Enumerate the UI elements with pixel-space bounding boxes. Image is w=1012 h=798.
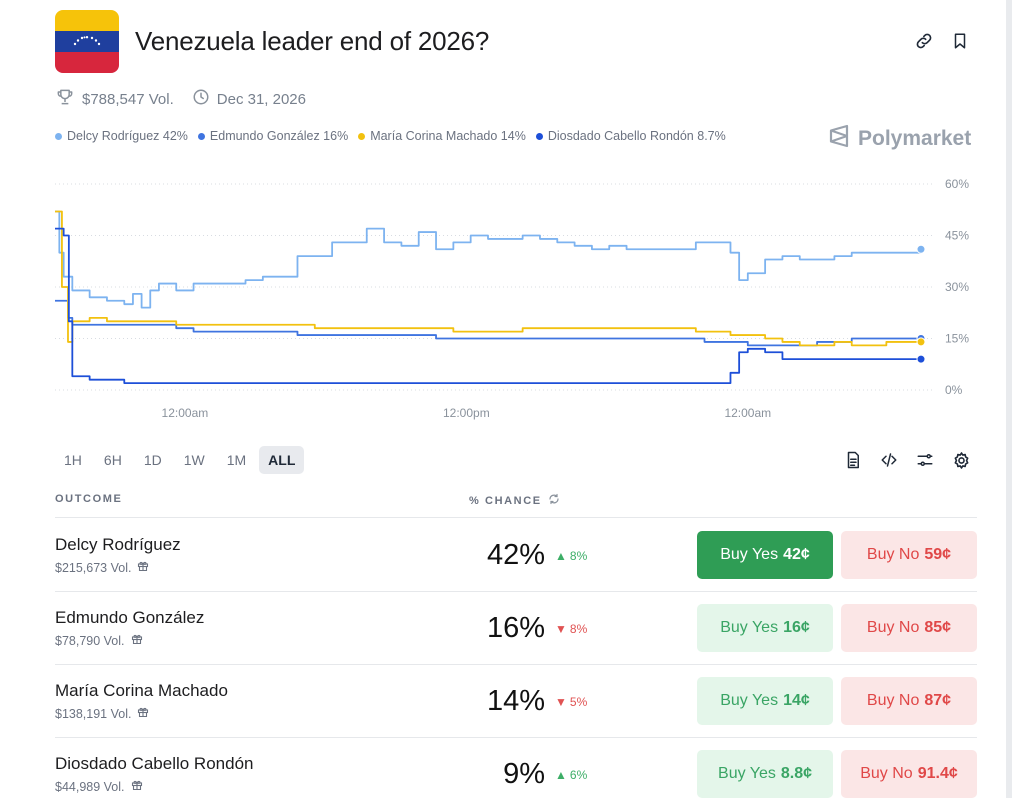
y-tick-label: 0% <box>945 383 963 397</box>
legend-dot <box>535 132 543 140</box>
buy-yes-button[interactable]: Buy Yes 14¢ <box>697 677 833 725</box>
chart-legend: Delcy Rodríguez 42% Edmundo González 16%… <box>55 129 726 143</box>
outcome-volume: $44,989 Vol. <box>55 779 143 794</box>
market-meta: $788,547 Vol. Dec 31, 2026 <box>55 88 316 110</box>
outcome-volume: $78,790 Vol. <box>55 633 143 648</box>
triangle-up-icon: ▲ <box>555 768 567 782</box>
series-line-2 <box>55 299 921 347</box>
outcome-name: María Corina Machado <box>55 681 228 700</box>
range-1m-button[interactable]: 1M <box>226 452 247 468</box>
page-scroll-edge[interactable] <box>1006 0 1012 798</box>
outcome-chance: 14% <box>486 685 545 717</box>
series-end-point-4 <box>916 354 926 364</box>
legend-entry: Diosdado Cabello Rondón 8.7% <box>535 129 726 143</box>
outcome-column-header: OUTCOME <box>55 493 123 505</box>
buy-no-button[interactable]: Buy No 87¢ <box>841 677 977 725</box>
triangle-up-icon: ▲ <box>555 549 567 563</box>
x-tick-label: 12:00am <box>724 406 771 420</box>
outcome-chance: 16% <box>486 612 545 644</box>
price-chart[interactable]: 60% 45% 30% 15% 0% 12:00am 12:00pm 12:00am <box>55 172 985 422</box>
series-line-3 <box>55 210 921 347</box>
outcome-row: Edmundo González $78,790 Vol. 16% ▼ 8% Bu… <box>55 592 977 665</box>
link-icon[interactable] <box>913 30 935 52</box>
buy-yes-button[interactable]: Buy Yes 42¢ <box>697 531 833 579</box>
trophy-icon <box>55 87 75 111</box>
polymarket-icon <box>828 124 850 154</box>
outcome-name: Diosdado Cabello Rondón <box>55 754 254 773</box>
market-end-date: Dec 31, 2026 <box>216 90 306 108</box>
legend-entry: María Corina Machado 14% <box>358 129 526 143</box>
chance-change: ▼ 8% <box>555 622 588 636</box>
y-tick-label: 30% <box>945 280 969 294</box>
outcome-row: Delcy Rodríguez $215,673 Vol. 42% ▲ 8% Bu… <box>55 519 977 592</box>
x-tick-label: 12:00pm <box>443 406 490 420</box>
market-volume: $788,547 Vol. <box>82 90 174 108</box>
legend-entry: Edmundo González 16% <box>197 129 348 143</box>
x-tick-label: 12:00am <box>162 406 209 420</box>
range-1d-button[interactable]: 1D <box>143 452 162 468</box>
buy-no-button[interactable]: Buy No 85¢ <box>841 604 977 652</box>
gift-icon[interactable] <box>137 706 149 721</box>
legend-dot <box>358 132 366 140</box>
outcome-row: Diosdado Cabello Rondón $44,989 Vol. 9% … <box>55 738 977 798</box>
embed-code-icon[interactable] <box>878 449 900 471</box>
range-1h-button[interactable]: 1H <box>64 452 82 468</box>
buy-no-button[interactable]: Buy No 59¢ <box>841 531 977 579</box>
chance-change: ▲ 8% <box>555 549 588 563</box>
y-tick-label: 45% <box>945 229 969 243</box>
outcome-table-header: OUTCOME % CHANCE <box>55 492 977 518</box>
gear-icon[interactable] <box>950 449 972 471</box>
legend-entry: Delcy Rodríguez 42% <box>55 129 188 143</box>
triangle-down-icon: ▼ <box>555 622 567 636</box>
gift-icon[interactable] <box>137 560 149 575</box>
outcome-volume: $138,191 Vol. <box>55 706 149 721</box>
series-line-4 <box>55 227 921 385</box>
chance-column-header: % CHANCE <box>469 493 560 508</box>
chance-change: ▼ 5% <box>555 695 588 709</box>
y-tick-label: 60% <box>945 177 969 191</box>
outcome-row: María Corina Machado $138,191 Vol. 14% ▼… <box>55 665 977 738</box>
buy-yes-button[interactable]: Buy Yes 8.8¢ <box>697 750 833 798</box>
y-tick-label: 15% <box>945 332 969 346</box>
outcome-chance: 42% <box>486 539 545 571</box>
clock-icon <box>192 88 210 110</box>
legend-dot <box>55 132 62 140</box>
series-end-point-3 <box>916 337 926 347</box>
outcome-chance: 9% <box>503 758 545 790</box>
legend-dot <box>197 132 205 140</box>
outcome-volume: $215,673 Vol. <box>55 560 149 575</box>
gift-icon[interactable] <box>131 633 143 648</box>
series-end-point-1 <box>916 244 926 254</box>
document-icon[interactable] <box>842 449 864 471</box>
sliders-icon[interactable] <box>914 449 936 471</box>
market-header: Venezuela leader end of 2026? <box>55 10 985 74</box>
outcome-name: Edmundo González <box>55 608 205 627</box>
polymarket-logo: Polymarket <box>828 124 971 154</box>
chance-change: ▲ 6% <box>555 768 588 782</box>
gift-icon[interactable] <box>131 779 143 794</box>
venezuela-flag-icon <box>55 10 119 73</box>
triangle-down-icon: ▼ <box>555 695 567 709</box>
bookmark-icon[interactable] <box>949 30 971 52</box>
range-6h-button[interactable]: 6H <box>103 452 122 468</box>
market-title: Venezuela leader end of 2026? <box>135 26 490 56</box>
buy-yes-button[interactable]: Buy Yes 16¢ <box>697 604 833 652</box>
buy-no-button[interactable]: Buy No 91.4¢ <box>841 750 977 798</box>
outcome-name: Delcy Rodríguez <box>55 535 181 554</box>
time-range-selector: 1H 6H 1D 1W 1M ALL <box>55 446 305 474</box>
series-line-1 <box>55 210 922 309</box>
range-1w-button[interactable]: 1W <box>183 452 205 468</box>
chart-tools <box>842 449 972 471</box>
range-all-button[interactable]: ALL <box>259 446 305 474</box>
refresh-icon[interactable] <box>548 493 560 508</box>
